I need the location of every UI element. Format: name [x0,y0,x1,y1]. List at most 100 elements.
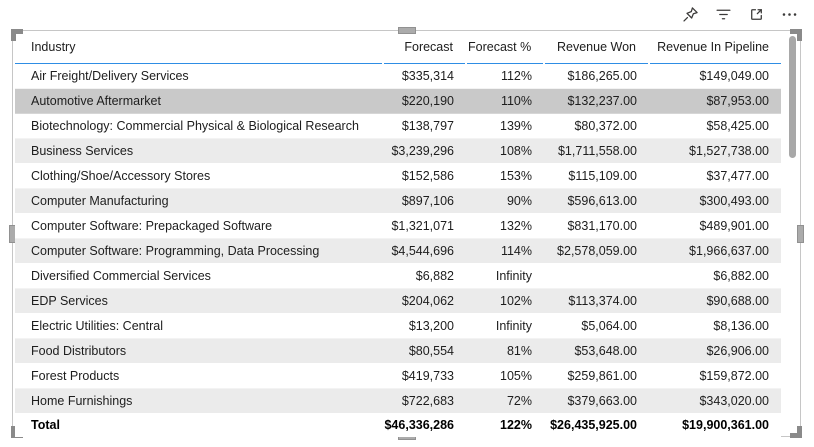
industry-cell[interactable]: Air Freight/Delivery Services [15,63,383,89]
forecast-cell[interactable]: $220,190 [383,87,466,114]
revenue-won-cell[interactable]: $53,648.00 [544,337,649,364]
scrollbar-thumb[interactable] [789,36,796,158]
column-header-forecast-pct[interactable]: Forecast % [466,32,545,64]
resize-handle-top-right[interactable] [790,29,802,41]
table-row[interactable]: Food Distributors $80,554 81% $53,648.00… [15,337,781,364]
industry-cell[interactable]: Clothing/Shoe/Accessory Stores [15,163,383,189]
industry-cell[interactable]: Electric Utilities: Central [15,313,383,339]
revenue-won-cell[interactable]: $379,663.00 [544,387,649,414]
table-row[interactable]: Home Furnishings $722,683 72% $379,663.0… [15,387,781,414]
table-row[interactable]: Computer Software: Prepackaged Software … [15,213,781,239]
industry-cell[interactable]: Computer Software: Programming, Data Pro… [15,237,383,264]
forecast-pct-cell[interactable]: 108% [466,137,544,164]
industry-cell[interactable]: Business Services [15,137,383,164]
forecast-pct-cell[interactable]: 132% [466,213,544,239]
forecast-cell[interactable]: $4,544,696 [383,237,466,264]
forecast-cell[interactable]: $204,062 [383,287,466,314]
revenue-won-cell[interactable]: $596,613.00 [544,187,649,214]
revenue-won-cell[interactable]: $2,578,059.00 [544,237,649,264]
table-row[interactable]: Air Freight/Delivery Services $335,314 1… [15,63,781,89]
revenue-won-cell[interactable]: $259,861.00 [544,363,649,389]
revenue-won-cell[interactable]: $831,170.00 [544,213,649,239]
table-row[interactable]: Diversified Commercial Services $6,882 I… [15,263,781,289]
forecast-cell[interactable]: $722,683 [383,387,466,414]
forecast-cell[interactable]: $419,733 [383,363,466,389]
forecast-cell[interactable]: $3,239,296 [383,137,466,164]
revenue-won-cell[interactable]: $132,237.00 [544,87,649,114]
revenue-won-cell[interactable]: $113,374.00 [544,287,649,314]
forecast-cell[interactable]: $1,321,071 [383,213,466,239]
revenue-won-cell[interactable]: $186,265.00 [544,63,649,89]
forecast-pct-cell[interactable]: 110% [466,87,544,114]
table-row[interactable]: Clothing/Shoe/Accessory Stores $152,586 … [15,163,781,189]
forecast-cell[interactable]: $335,314 [383,63,466,89]
column-header-industry[interactable]: Industry [15,32,384,64]
forecast-cell[interactable]: $138,797 [383,113,466,139]
table-total-row[interactable]: Total $46,336,286 122% $26,435,925.00 $1… [15,412,781,437]
revenue-won-cell[interactable] [544,263,649,289]
column-header-forecast[interactable]: Forecast [383,32,467,64]
industry-cell[interactable]: Computer Manufacturing [15,187,383,214]
table-visual[interactable]: Industry Forecast Forecast % Revenue Won… [9,27,804,440]
table-row[interactable]: Electric Utilities: Central $13,200 Infi… [15,313,781,339]
forecast-pct-cell[interactable]: 81% [466,337,544,364]
forecast-pct-cell[interactable]: 105% [466,363,544,389]
forecast-pct-cell[interactable]: 72% [466,387,544,414]
table-row-selected[interactable]: Automotive Aftermarket $220,190 110% $13… [15,87,781,114]
resize-handle-right[interactable] [797,224,804,243]
industry-cell[interactable]: Home Furnishings [15,387,383,414]
revenue-won-cell[interactable]: $5,064.00 [544,313,649,339]
forecast-pct-cell[interactable]: 102% [466,287,544,314]
revenue-in-pipeline-cell[interactable]: $159,872.00 [649,363,781,389]
revenue-in-pipeline-cell[interactable]: $1,527,738.00 [649,137,781,164]
table-row[interactable]: Biotechnology: Commercial Physical & Bio… [15,113,781,139]
focus-mode-icon[interactable] [747,5,765,23]
forecast-cell[interactable]: $13,200 [383,313,466,339]
revenue-won-cell[interactable]: $80,372.00 [544,113,649,139]
revenue-won-cell[interactable]: $115,109.00 [544,163,649,189]
industry-cell[interactable]: Automotive Aftermarket [15,87,383,114]
forecast-pct-cell[interactable]: 90% [466,187,544,214]
forecast-pct-cell[interactable]: 153% [466,163,544,189]
filter-icon[interactable] [714,5,732,23]
more-options-icon[interactable] [780,5,798,23]
revenue-won-cell[interactable]: $1,711,558.00 [544,137,649,164]
table-row[interactable]: EDP Services $204,062 102% $113,374.00 $… [15,287,781,314]
revenue-in-pipeline-cell[interactable]: $26,906.00 [649,337,781,364]
industry-cell[interactable]: Computer Software: Prepackaged Software [15,213,383,239]
revenue-in-pipeline-cell[interactable]: $300,493.00 [649,187,781,214]
revenue-in-pipeline-cell[interactable]: $37,477.00 [649,163,781,189]
vertical-scrollbar[interactable] [787,33,798,436]
industry-cell[interactable]: Diversified Commercial Services [15,263,383,289]
forecast-pct-cell[interactable]: 114% [466,237,544,264]
revenue-in-pipeline-cell[interactable]: $343,020.00 [649,387,781,414]
table-row[interactable]: Computer Manufacturing $897,106 90% $596… [15,187,781,214]
forecast-pct-cell[interactable]: Infinity [466,263,544,289]
revenue-in-pipeline-cell[interactable]: $90,688.00 [649,287,781,314]
resize-handle-top-left[interactable] [11,29,23,41]
column-header-revenue-won[interactable]: Revenue Won [544,32,650,64]
revenue-in-pipeline-cell[interactable]: $6,882.00 [649,263,781,289]
forecast-pct-cell[interactable]: Infinity [466,313,544,339]
forecast-cell[interactable]: $80,554 [383,337,466,364]
industry-cell[interactable]: EDP Services [15,287,383,314]
resize-handle-bottom-right[interactable] [790,426,802,438]
table-row[interactable]: Forest Products $419,733 105% $259,861.0… [15,363,781,389]
table-row[interactable]: Computer Software: Programming, Data Pro… [15,237,781,264]
forecast-pct-cell[interactable]: 139% [466,113,544,139]
revenue-in-pipeline-cell[interactable]: $489,901.00 [649,213,781,239]
table-row[interactable]: Business Services $3,239,296 108% $1,711… [15,137,781,164]
industry-cell[interactable]: Forest Products [15,363,383,389]
forecast-cell[interactable]: $897,106 [383,187,466,214]
forecast-pct-cell[interactable]: 112% [466,63,544,89]
revenue-in-pipeline-cell[interactable]: $87,953.00 [649,87,781,114]
revenue-in-pipeline-cell[interactable]: $149,049.00 [649,63,781,89]
pin-icon[interactable] [681,5,699,23]
forecast-cell[interactable]: $6,882 [383,263,466,289]
revenue-in-pipeline-cell[interactable]: $8,136.00 [649,313,781,339]
forecast-cell[interactable]: $152,586 [383,163,466,189]
industry-cell[interactable]: Food Distributors [15,337,383,364]
revenue-in-pipeline-cell[interactable]: $58,425.00 [649,113,781,139]
revenue-in-pipeline-cell[interactable]: $1,966,637.00 [649,237,781,264]
column-header-revenue-in-pipeline[interactable]: Revenue In Pipeline [649,32,781,64]
